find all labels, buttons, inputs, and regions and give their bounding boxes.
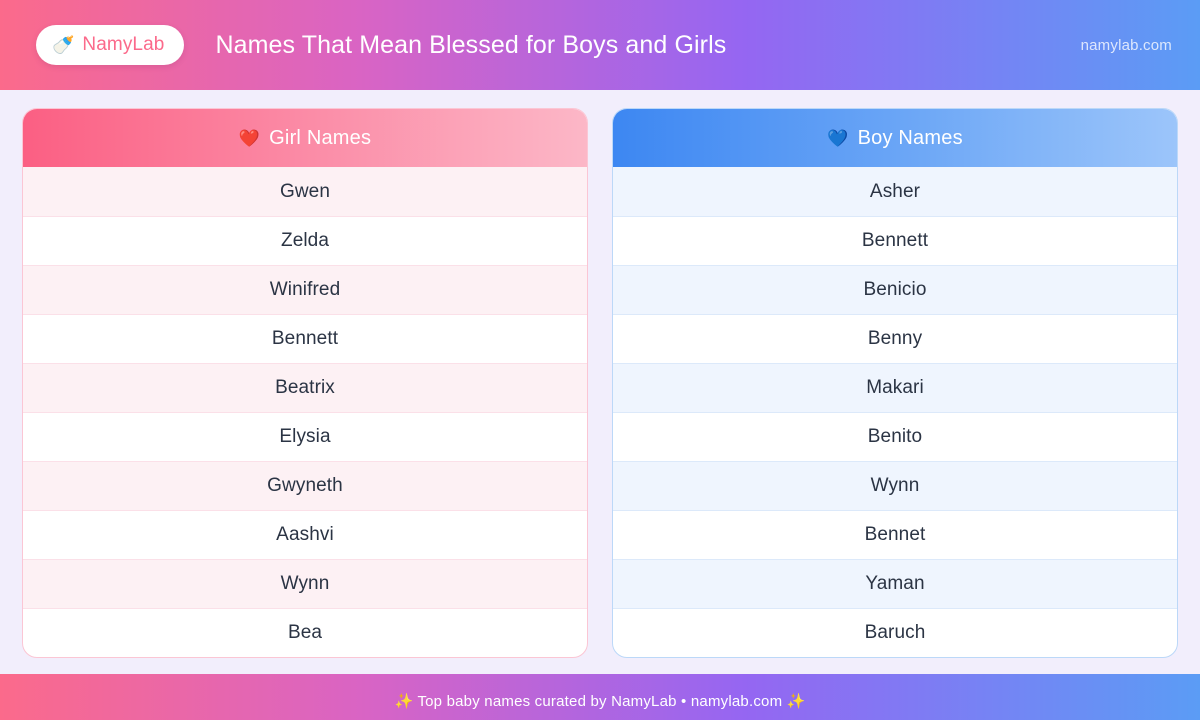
header-site-label: namylab.com	[1080, 36, 1172, 54]
list-item[interactable]: Aashvi	[23, 510, 587, 559]
baby-bottle-icon: 🍼	[52, 35, 75, 55]
girl-names-card: ❤️ Girl Names Gwen Zelda Winifred Bennet…	[22, 108, 588, 658]
list-item[interactable]: Beatrix	[23, 363, 587, 412]
list-item[interactable]: Asher	[613, 167, 1177, 216]
app-footer: ✨ Top baby names curated by NamyLab • na…	[0, 674, 1200, 720]
page-title: Names That Mean Blessed for Boys and Gir…	[215, 30, 727, 59]
girl-names-list: Gwen Zelda Winifred Bennett Beatrix Elys…	[23, 167, 587, 657]
names-columns: ❤️ Girl Names Gwen Zelda Winifred Bennet…	[0, 90, 1200, 674]
list-item[interactable]: Winifred	[23, 265, 587, 314]
list-item[interactable]: Makari	[613, 363, 1177, 412]
boy-names-list: Asher Bennett Benicio Benny Makari Benit…	[613, 167, 1177, 657]
list-item[interactable]: Benito	[613, 412, 1177, 461]
girl-names-card-header: ❤️ Girl Names	[23, 109, 587, 167]
app-header: 🍼 NamyLab Names That Mean Blessed for Bo…	[0, 0, 1200, 90]
list-item[interactable]: Wynn	[23, 559, 587, 608]
list-item[interactable]: Wynn	[613, 461, 1177, 510]
girl-names-title: Girl Names	[269, 126, 372, 149]
boy-names-card-header: 💙 Boy Names	[613, 109, 1177, 167]
brand-name-label: NamyLab	[82, 34, 165, 55]
list-item[interactable]: Elysia	[23, 412, 587, 461]
list-item[interactable]: Bennett	[23, 314, 587, 363]
list-item[interactable]: Bennett	[613, 216, 1177, 265]
list-item[interactable]: Gwyneth	[23, 461, 587, 510]
blue-heart-icon: 💙	[827, 128, 849, 148]
list-item[interactable]: Bea	[23, 608, 587, 657]
list-item[interactable]: Benny	[613, 314, 1177, 363]
list-item[interactable]: Benicio	[613, 265, 1177, 314]
red-heart-icon: ❤️	[238, 128, 261, 148]
list-item[interactable]: Baruch	[613, 608, 1177, 657]
list-item[interactable]: Bennet	[613, 510, 1177, 559]
list-item[interactable]: Gwen	[23, 167, 587, 216]
brand-badge[interactable]: 🍼 NamyLab	[36, 25, 185, 65]
footer-credit-label: ✨ Top baby names curated by NamyLab • na…	[394, 693, 806, 710]
boy-names-title: Boy Names	[857, 126, 963, 149]
list-item[interactable]: Zelda	[23, 216, 587, 265]
list-item[interactable]: Yaman	[613, 559, 1177, 608]
boy-names-card: 💙 Boy Names Asher Bennett Benicio Benny …	[612, 108, 1178, 658]
